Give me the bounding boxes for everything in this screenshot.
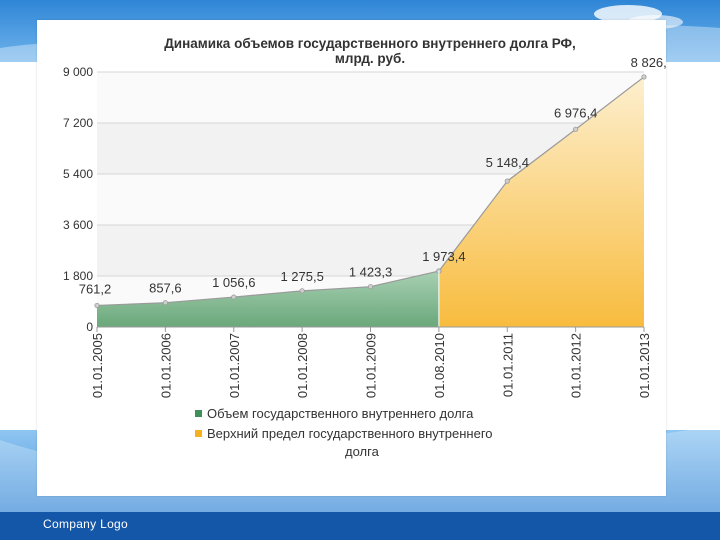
plot-band [97,72,644,123]
data-point [299,288,305,294]
x-tick-label: 01.01.2011 [500,333,515,397]
chart-panel: Динамика объемов государственного внутре… [37,20,674,496]
x-tick-label: 01.01.2008 [295,333,310,398]
y-tick-label: 5 400 [63,167,93,181]
debt-chart: Динамика объемов государственного внутре… [63,36,674,459]
y-tick-label: 1 800 [63,269,93,283]
chart-title-line-2: млрд. руб. [335,51,405,66]
y-tick-label: 7 200 [63,116,93,130]
x-tick-label: 01.01.2012 [569,333,584,398]
data-point [231,294,237,300]
forecast-debt-area-line [438,76,645,272]
y-tick-label: 3 600 [63,218,93,232]
x-tick-label: 01.01.2005 [90,333,105,398]
actual-debt-area-line [96,270,440,307]
data-label: 5 148,4 [486,155,529,170]
data-point [94,302,100,309]
data-label: 857,6 [149,281,182,296]
data-label: 1 423,3 [349,265,392,280]
data-point [367,284,374,290]
x-tick-label: 01.01.2013 [637,333,652,398]
data-point [162,300,168,306]
data-point [641,74,647,80]
data-label: 1 056,6 [212,275,255,290]
data-label: 1 973,4 [422,249,465,264]
x-tick-label: 01.01.2006 [158,333,173,398]
chart-title-line-1: Динамика объемов государственного внутре… [164,36,576,51]
x-tick-label: 01.08.2010 [432,333,447,398]
legend-swatch-forecast [195,430,202,437]
forecast-debt-area [438,76,644,327]
data-point [573,126,579,132]
actual-debt-area [97,271,439,327]
data-label: 8 826,3 [631,55,666,70]
y-tick-label: 0 [86,320,93,334]
y-tick-label: 9 000 [63,65,93,79]
data-label: 761,2 [79,281,112,296]
legend-swatch-actual [195,410,202,417]
x-tick-label: 01.01.2007 [227,333,242,398]
x-tick-label: 01.01.2009 [364,333,379,398]
data-label: 6 976,4 [554,105,597,120]
company-logo-text: Company Logo [43,517,128,531]
data-label: 1 275,5 [280,269,323,284]
legend-label-actual: Объем государственного внутреннего долга [207,406,474,421]
legend-label-forecast: Верхний предел государственного внутренн… [207,426,493,459]
data-point [504,178,510,184]
